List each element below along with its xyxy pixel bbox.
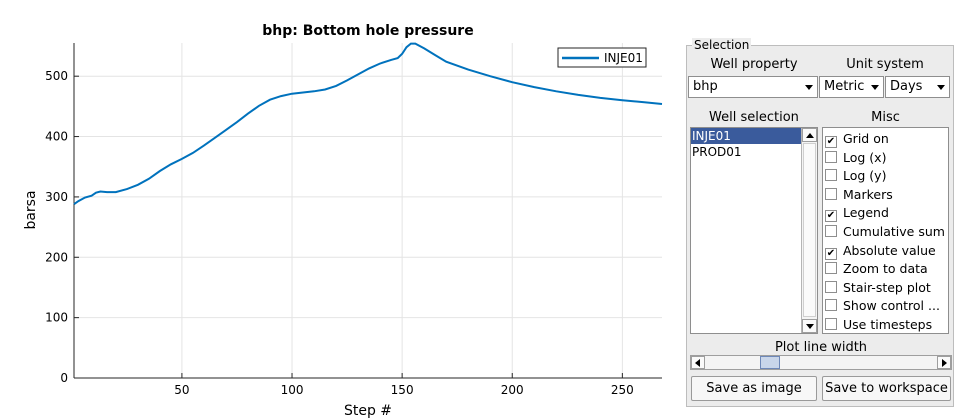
plot-area[interactable]: bhp: Bottom hole pressure 50 100 150 200 250…: [0, 0, 680, 420]
checkbox-unchecked-icon[interactable]: [825, 225, 837, 237]
checkbox-grid-on[interactable]: ✔ Grid on: [825, 130, 889, 148]
legend-box: [557, 47, 647, 68]
list-item-prod01[interactable]: PROD01: [692, 145, 742, 159]
checkbox-label: Cumulative sum: [843, 224, 945, 239]
well-property-label: Well property: [710, 57, 798, 72]
unit-system-value: Metric: [824, 79, 865, 94]
misc-options-list: ✔ Grid on Log (x) Log (y) Markers ✔ Legend Cumu…: [822, 127, 949, 334]
scroll-up-button[interactable]: [802, 128, 817, 142]
checkbox-label: Grid on: [843, 131, 889, 146]
y-tick-label: 100: [45, 311, 68, 325]
arrow-down-icon: [806, 324, 814, 329]
arrow-right-icon: [942, 359, 947, 367]
checkbox-show-control[interactable]: Show control ...: [825, 297, 940, 315]
panel-title: Selection: [692, 38, 752, 52]
scroll-thumb[interactable]: [803, 143, 816, 317]
chevron-down-icon: [871, 85, 879, 90]
y-tick-label: 0: [60, 371, 68, 385]
x-tick-label: 250: [611, 383, 634, 397]
well-selection-list[interactable]: INJE01 PROD01: [690, 127, 818, 334]
y-tick-label: 500: [45, 69, 68, 83]
slider-thumb[interactable]: [760, 356, 781, 369]
arrow-left-icon: [695, 359, 700, 367]
checkbox-label: Absolute value: [843, 242, 936, 258]
checkbox-cumulative-sum[interactable]: Cumulative sum: [825, 223, 945, 241]
checkbox-unchecked-icon[interactable]: [825, 299, 837, 312]
checkbox-zoom-to-data[interactable]: Zoom to data: [825, 260, 928, 278]
series-line-inje01: [73, 42, 663, 206]
unit-system-dropdown[interactable]: Metric: [819, 76, 884, 98]
checkbox-legend[interactable]: ✔ Legend: [825, 204, 889, 223]
slider-right-button[interactable]: [937, 356, 951, 369]
time-unit-dropdown[interactable]: Days: [885, 76, 950, 98]
checkbox-checked-icon[interactable]: ✔: [825, 210, 837, 223]
checkbox-unchecked-icon[interactable]: [825, 318, 837, 330]
well-property-value: bhp: [693, 79, 718, 94]
checkbox-label: Zoom to data: [843, 261, 928, 277]
checkbox-unchecked-icon[interactable]: [825, 150, 837, 163]
slider-left-button[interactable]: [691, 356, 705, 369]
checkbox-label: Log (y): [843, 168, 887, 184]
checkbox-label: Show control ...: [843, 298, 940, 314]
x-axis-label: Step #: [344, 403, 392, 419]
y-axis-label: barsa: [23, 190, 39, 229]
save-to-workspace-button[interactable]: Save to workspace: [822, 376, 951, 401]
arrow-up-icon: [806, 133, 814, 138]
well-property-dropdown[interactable]: bhp: [688, 76, 818, 98]
list-scrollbar[interactable]: [801, 128, 817, 333]
well-selection-label: Well selection: [709, 110, 799, 125]
checkbox-stair-step-plot[interactable]: Stair-step plot: [825, 279, 931, 297]
chevron-down-icon: [805, 85, 813, 90]
chart-title: bhp: Bottom hole pressure: [262, 23, 473, 39]
unit-system-label: Unit system: [846, 57, 924, 72]
checkbox-log-y[interactable]: Log (y): [825, 167, 886, 185]
checkbox-unchecked-icon[interactable]: [825, 262, 837, 275]
x-tick-label: 200: [501, 383, 524, 397]
checkbox-use-timesteps[interactable]: Use timesteps: [825, 316, 933, 333]
legend[interactable]: INJE01: [557, 47, 647, 68]
y-tick-label: 300: [45, 190, 68, 204]
misc-label: Misc: [871, 110, 900, 125]
checkbox-markers[interactable]: Markers: [825, 186, 893, 204]
save-as-image-button[interactable]: Save as image: [691, 376, 817, 401]
line-width-label: Plot line width: [774, 340, 868, 355]
checkbox-label: Legend: [843, 205, 889, 221]
checkbox-label: Stair-step plot: [843, 279, 931, 295]
legend-label-inje01: INJE01: [604, 51, 643, 65]
line-width-slider[interactable]: [690, 355, 952, 370]
y-tick-label: 400: [45, 130, 68, 144]
checkbox-label: Log (x): [843, 149, 887, 165]
chevron-down-icon: [937, 85, 945, 90]
scroll-down-button[interactable]: [802, 319, 817, 333]
checkbox-unchecked-icon[interactable]: [825, 280, 837, 293]
x-tick-label: 100: [281, 383, 304, 397]
time-unit-value: Days: [890, 79, 923, 94]
y-tick-label: 200: [45, 250, 68, 264]
checkbox-label: Use timesteps: [843, 317, 933, 332]
x-tick-label: 150: [391, 383, 414, 397]
list-item-inje01[interactable]: INJE01: [691, 128, 801, 144]
checkbox-log-x[interactable]: Log (x): [825, 149, 886, 167]
checkbox-label: Markers: [843, 186, 893, 202]
checkbox-checked-icon[interactable]: ✔: [825, 247, 837, 260]
checkbox-checked-icon[interactable]: ✔: [825, 136, 837, 148]
checkbox-unchecked-icon[interactable]: [825, 187, 837, 200]
x-tick-label: 50: [174, 383, 189, 397]
checkbox-absolute-value[interactable]: ✔ Absolute value: [825, 242, 936, 260]
checkbox-unchecked-icon[interactable]: [825, 169, 837, 182]
